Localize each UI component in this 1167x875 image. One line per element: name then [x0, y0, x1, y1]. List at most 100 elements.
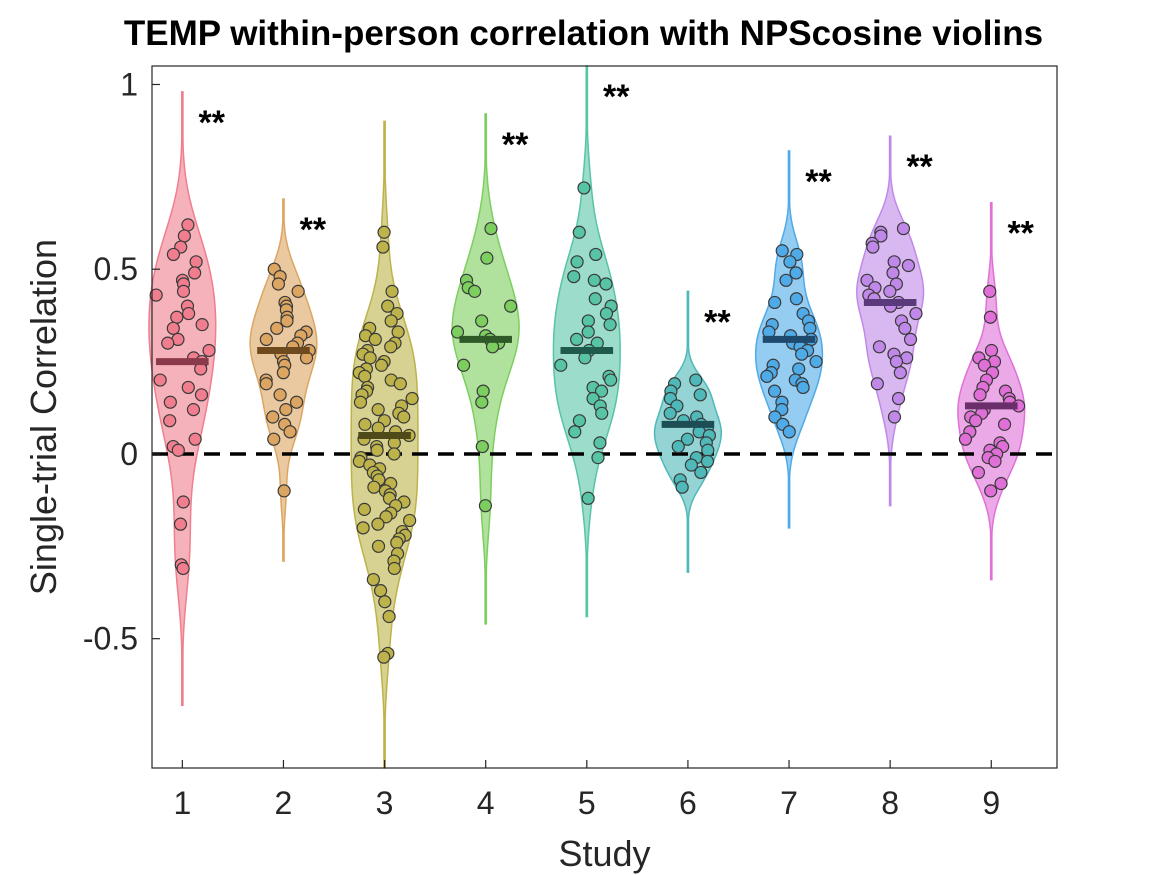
data-point: [476, 384, 490, 398]
data-point: [675, 480, 689, 494]
data-point: [390, 536, 404, 550]
data-point: [363, 351, 377, 365]
data-point: [768, 295, 782, 310]
data-point: [572, 414, 587, 428]
data-point: [870, 377, 884, 391]
data-point: [456, 358, 471, 372]
data-point: [371, 517, 385, 531]
data-point: [792, 362, 806, 376]
data-point: [371, 403, 385, 417]
data-point: [373, 584, 388, 598]
data-point: [276, 366, 290, 380]
data-point: [889, 354, 904, 369]
data-point: [181, 380, 195, 395]
data-point: [291, 284, 305, 298]
data-point: [568, 425, 582, 439]
data-point: [891, 391, 906, 406]
data-point: [384, 314, 398, 328]
data-point: [273, 388, 287, 402]
data-point: [166, 247, 181, 262]
data-point: [977, 358, 992, 372]
data-point: [484, 221, 498, 236]
data-point: [374, 358, 389, 372]
data-point: [163, 414, 177, 428]
significance-marker: **: [502, 126, 529, 164]
x-tick-label: 8: [881, 785, 899, 821]
violin-study-3: [350, 120, 419, 769]
data-point: [387, 561, 401, 576]
data-point: [775, 244, 789, 258]
data-point: [874, 229, 888, 243]
data-point: [997, 417, 1012, 431]
data-point: [860, 273, 874, 287]
data-point: [177, 229, 191, 243]
data-point: [382, 609, 396, 624]
data-point: [379, 510, 393, 524]
data-point: [405, 391, 419, 406]
data-point: [377, 650, 391, 664]
data-point: [594, 384, 609, 398]
data-point: [478, 499, 493, 513]
data-point: [381, 299, 395, 313]
data-point: [599, 277, 613, 291]
data-point: [903, 332, 918, 347]
data-point: [988, 454, 1002, 468]
violin-study-6: [653, 290, 723, 573]
data-point: [588, 292, 602, 306]
data-point: [279, 403, 293, 417]
data-point: [887, 255, 901, 269]
data-point: [701, 443, 715, 457]
chart-title: TEMP within-person correlation with NPSc…: [123, 14, 1044, 53]
significance-marker: **: [603, 78, 630, 116]
data-point: [984, 484, 998, 498]
x-tick-label: 3: [376, 785, 394, 821]
data-point: [367, 480, 381, 494]
data-point: [768, 410, 782, 424]
data-point: [896, 221, 911, 236]
medians-layer: [156, 298, 1018, 439]
data-point: [161, 336, 175, 350]
data-point: [371, 539, 386, 553]
data-point: [277, 484, 291, 498]
violin-study-8: [856, 135, 925, 507]
data-point: [795, 347, 809, 361]
data-point: [589, 247, 603, 262]
data-point: [387, 447, 401, 461]
data-point: [384, 340, 398, 354]
data-point: [779, 273, 793, 287]
data-point: [504, 299, 518, 313]
significance-marker: **: [300, 211, 327, 249]
violin-study-9: [957, 201, 1026, 581]
data-point: [358, 369, 372, 383]
points-layer: [149, 181, 1026, 664]
data-point: [599, 306, 614, 321]
x-tick-label: 7: [780, 785, 798, 821]
data-point: [270, 321, 284, 335]
data-point: [700, 454, 715, 468]
data-point: [782, 425, 796, 439]
data-point: [186, 403, 201, 417]
data-point: [901, 258, 916, 273]
data-point: [554, 358, 568, 372]
x-tick-label: 1: [173, 785, 191, 821]
data-point: [570, 332, 584, 347]
data-point: [572, 225, 586, 239]
data-point: [182, 306, 196, 321]
violin-study-4: [451, 113, 520, 625]
data-point: [983, 310, 998, 324]
data-point: [149, 288, 163, 302]
data-point: [376, 240, 390, 254]
data-point: [693, 388, 707, 402]
significance-layer: ** ** ** ** ** ** ** **: [199, 78, 1035, 341]
data-point: [370, 443, 384, 457]
data-point: [958, 432, 973, 446]
x-tick-label: 4: [477, 785, 495, 821]
data-point: [591, 451, 605, 465]
data-point: [475, 314, 489, 328]
y-tick-label: 0: [120, 436, 138, 472]
data-point: [259, 377, 273, 391]
data-point: [163, 395, 177, 409]
data-point: [195, 318, 209, 332]
data-point: [353, 395, 368, 409]
